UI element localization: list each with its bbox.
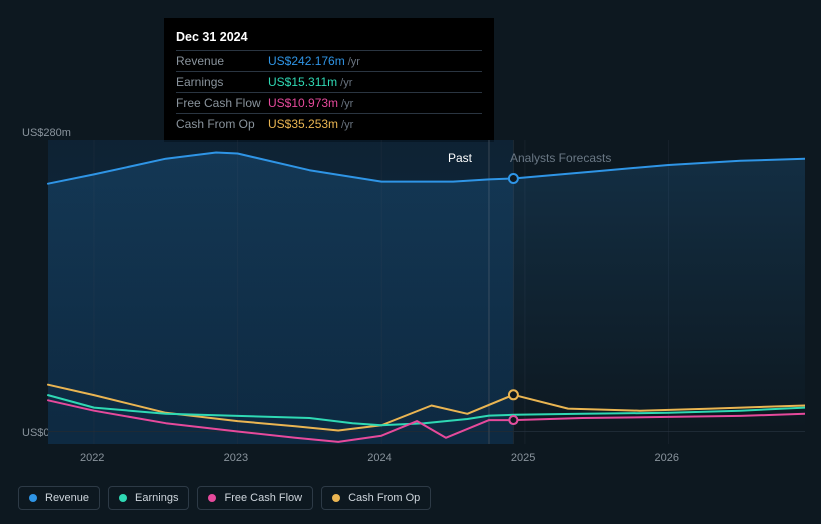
past-region-label: Past (448, 151, 472, 165)
legend-item-free-cash-flow[interactable]: Free Cash Flow (197, 486, 313, 510)
x-axis-tick-label: 2022 (80, 452, 104, 464)
financials-chart[interactable] (0, 0, 805, 446)
legend-label: Cash From Op (348, 492, 420, 504)
legend-item-cash-from-op[interactable]: Cash From Op (321, 486, 431, 510)
marker-free-cash-flow (509, 416, 517, 424)
forecast-region-label: Analysts Forecasts (510, 151, 611, 165)
legend-swatch (332, 494, 340, 502)
legend-item-revenue[interactable]: Revenue (18, 486, 100, 510)
legend-label: Earnings (135, 492, 178, 504)
legend-label: Revenue (45, 492, 89, 504)
legend-label: Free Cash Flow (224, 492, 302, 504)
marker-cash-from-op (509, 390, 518, 399)
x-axis-tick-label: 2026 (655, 452, 679, 464)
x-axis-tick-label: 2023 (224, 452, 248, 464)
x-axis-tick-label: 2025 (511, 452, 535, 464)
legend-swatch (29, 494, 37, 502)
x-axis-tick-label: 2024 (367, 452, 391, 464)
chart-legend: Revenue Earnings Free Cash Flow Cash From O… (18, 486, 431, 510)
legend-item-earnings[interactable]: Earnings (108, 486, 189, 510)
legend-swatch (208, 494, 216, 502)
legend-swatch (119, 494, 127, 502)
marker-revenue (509, 174, 518, 183)
